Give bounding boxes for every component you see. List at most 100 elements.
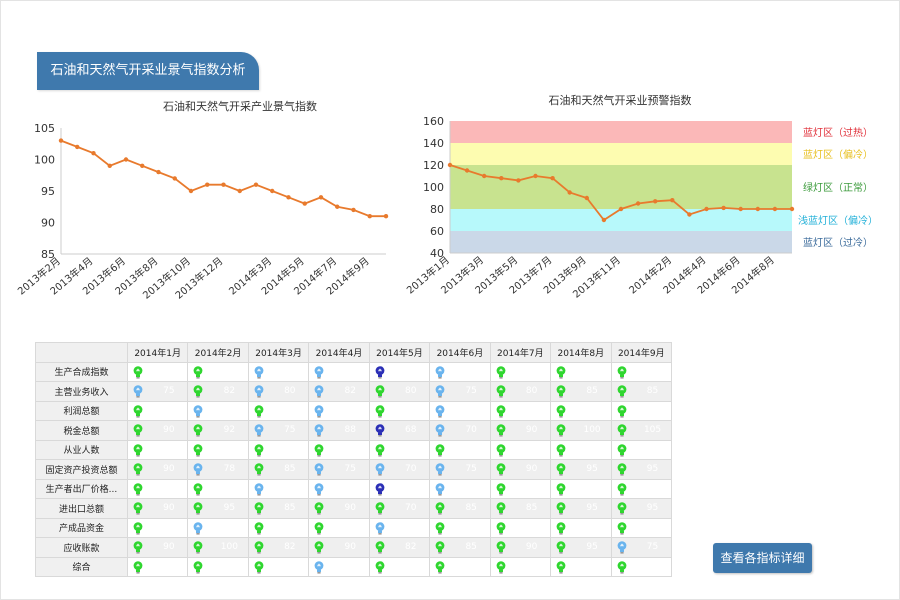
light-bulb-icon — [556, 502, 566, 515]
light-bulb-icon — [314, 541, 324, 554]
table-header-row: 2014年1月 2014年2月 2014年3月 2014年4月 2014年5月 2014年… — [35, 342, 673, 363]
cell-value: 95 — [223, 503, 236, 513]
signal-cell — [368, 400, 431, 421]
signal-cell — [550, 439, 612, 460]
light-bulb-icon — [193, 385, 203, 398]
signal-cell — [247, 517, 310, 538]
light-bulb-icon — [254, 424, 264, 437]
light-bulb-icon — [193, 443, 203, 457]
chart2-title: 石油和天然气开采业预警指数 — [548, 94, 692, 107]
row-label: 固定资产投资总额 — [35, 459, 128, 480]
signal-cell — [610, 361, 673, 382]
cell-value: 90 — [525, 425, 538, 435]
light-bulb-icon — [314, 385, 324, 398]
light-bulb-icon — [435, 443, 445, 457]
light-bulb-icon — [556, 541, 566, 554]
signal-cell: 90 — [126, 537, 189, 558]
table-row: 从业人数 — [35, 439, 673, 460]
data-point — [156, 169, 161, 175]
data-point — [367, 214, 372, 219]
signal-cell — [126, 400, 189, 421]
data-point — [302, 201, 307, 206]
light-bulb-icon — [617, 463, 626, 476]
data-point — [237, 188, 242, 194]
cell-value: 95 — [646, 464, 659, 474]
light-bulb-icon — [193, 463, 203, 476]
light-bulb-icon — [314, 424, 324, 437]
data-point — [75, 144, 80, 150]
signal-cell: 85 — [429, 537, 491, 558]
cell-value: 85 — [284, 464, 296, 474]
data-point — [58, 138, 64, 143]
signal-cell: 85 — [429, 498, 491, 519]
column-header-month: 2014年5月 — [368, 342, 431, 363]
cell-value: 95 — [646, 503, 659, 513]
light-bulb-icon — [435, 482, 445, 496]
column-header-month: 2014年7月 — [489, 342, 552, 363]
signal-cell — [247, 400, 310, 421]
view-details-button[interactable]: 查看各指标详细 — [713, 543, 812, 573]
signal-cell: 95 — [610, 498, 673, 519]
signal-cell — [308, 556, 370, 577]
signal-cell: 95 — [550, 537, 612, 558]
light-bulb-icon — [435, 521, 445, 535]
light-bulb-icon — [314, 463, 324, 476]
cell-value: 95 — [586, 542, 598, 552]
light-bulb-icon — [556, 482, 566, 496]
signal-cell: 85 — [550, 381, 612, 402]
signal-cell: 82 — [368, 537, 431, 558]
signal-cell — [610, 400, 673, 421]
cell-value: 95 — [586, 464, 598, 474]
signal-cell — [610, 478, 673, 499]
cell-value: 70 — [465, 425, 477, 435]
signal-cell: 85 — [247, 459, 310, 480]
signal-cell — [126, 439, 189, 460]
light-bulb-icon — [556, 404, 566, 418]
data-point — [221, 182, 226, 187]
signal-cell — [550, 361, 612, 382]
table-corner — [35, 342, 128, 363]
cell-value: 90 — [163, 425, 175, 435]
signal-cell — [550, 517, 612, 538]
light-bulb-icon — [133, 365, 143, 379]
signal-cell: 95 — [550, 498, 612, 519]
cell-value: 90 — [163, 503, 175, 513]
light-bulb-icon — [617, 502, 626, 515]
row-label: 税金总额 — [35, 420, 128, 441]
cell-value: 100 — [583, 425, 601, 435]
light-bulb-icon — [314, 560, 324, 574]
signal-cell: 82 — [247, 537, 310, 558]
signal-cell: 90 — [126, 498, 189, 519]
signal-cell: 70 — [368, 459, 431, 480]
page-title: 石油和天然气开采业景气指数分析 — [37, 52, 259, 90]
cell-value: 75 — [646, 542, 659, 552]
column-header-month: 2014年6月 — [429, 342, 491, 363]
light-bulb-icon — [556, 463, 566, 476]
light-bulb-icon — [375, 424, 385, 437]
light-bulb-icon — [617, 385, 626, 398]
light-bulb-icon — [496, 424, 506, 437]
data-point — [351, 207, 356, 213]
signal-cell: 90 — [308, 537, 370, 558]
light-bulb-icon — [314, 502, 324, 515]
signal-cell — [187, 400, 249, 421]
signal-cell: 92 — [187, 420, 249, 441]
cell-value: 68 — [404, 425, 417, 435]
signal-cell: 90 — [489, 537, 552, 558]
cell-value: 75 — [284, 425, 296, 435]
signal-cell: 78 — [187, 459, 249, 480]
table-row: 产成品资金 — [35, 517, 673, 538]
cell-value: 105 — [643, 425, 662, 435]
signal-cell: 85 — [610, 381, 673, 402]
light-bulb-icon — [617, 541, 626, 554]
light-bulb-icon — [133, 424, 143, 437]
light-bulb-icon — [133, 541, 143, 554]
row-label: 产成品资金 — [35, 517, 128, 538]
light-bulb-icon — [193, 424, 203, 437]
signal-cell: 90 — [126, 420, 189, 441]
light-bulb-icon — [254, 521, 264, 535]
cell-value: 85 — [525, 503, 538, 513]
data-point — [253, 182, 259, 187]
data-point — [205, 182, 210, 187]
light-bulb-icon — [496, 385, 506, 398]
